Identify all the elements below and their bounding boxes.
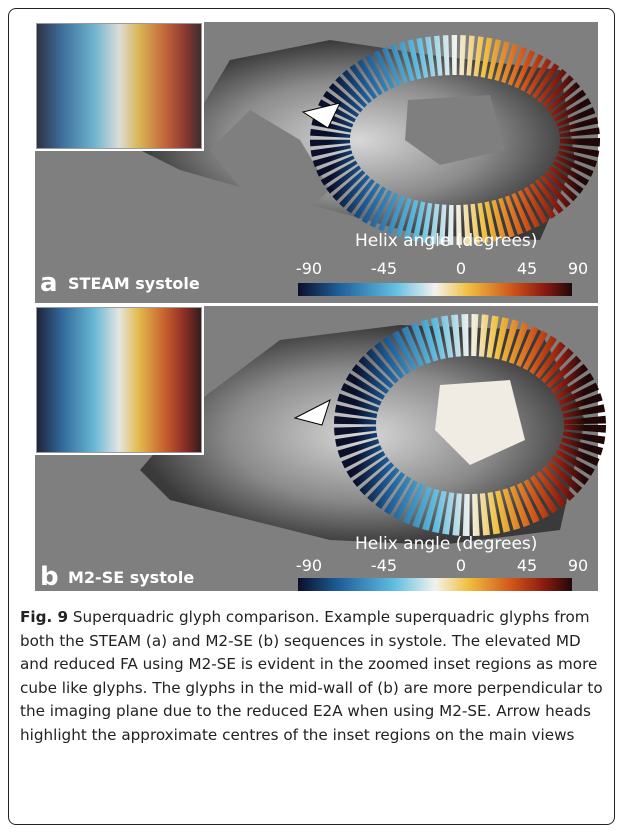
colorbar-tick: 90 — [568, 556, 588, 575]
inset-glyphs — [37, 308, 201, 452]
panel-title: M2-SE systole — [68, 568, 194, 587]
caption-text: Superquadric glyph comparison. Example s… — [20, 608, 603, 744]
colorbar-tick: -90 — [296, 556, 322, 575]
colorbar — [298, 283, 572, 296]
colorbar-tick: 45 — [517, 259, 537, 278]
colorbar-tick: -45 — [371, 259, 397, 278]
panel-label: a — [40, 268, 58, 298]
figure: Helix angle (degrees) -90 -45 0 45 90 a … — [0, 0, 625, 600]
colorbar-tick: 90 — [568, 259, 588, 278]
colorbar-title: Helix angle (degrees) — [355, 534, 537, 554]
colorbar-tick: 0 — [456, 259, 466, 278]
inset-glyphs — [37, 24, 201, 148]
panel-a: Helix angle (degrees) -90 -45 0 45 90 a … — [35, 22, 598, 303]
colorbar — [298, 578, 572, 591]
caption: Fig. 9 Superquadric glyph comparison. Ex… — [20, 606, 610, 747]
colorbar-title: Helix angle (degrees) — [355, 231, 537, 251]
panel-title: STEAM systole — [68, 274, 200, 293]
caption-label: Fig. 9 — [20, 608, 68, 626]
page: {"panels": [ {"label": "a", "title": "ST… — [0, 0, 625, 835]
panel-b: Helix angle (degrees) -90 -45 0 45 90 b … — [35, 306, 598, 592]
colorbar-tick: 45 — [517, 556, 537, 575]
colorbar-tick: -45 — [371, 556, 397, 575]
colorbar-tick: -90 — [296, 259, 322, 278]
panel-label: b — [40, 562, 59, 592]
colorbar-tick: 0 — [456, 556, 466, 575]
